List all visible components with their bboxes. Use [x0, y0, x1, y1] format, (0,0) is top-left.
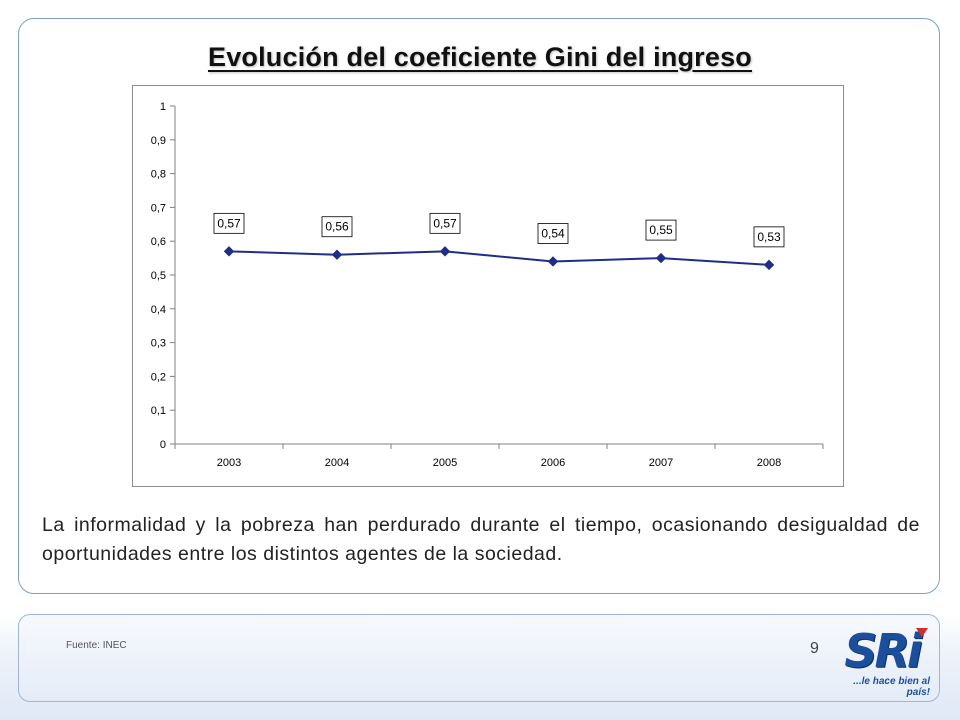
footer-frame — [18, 614, 940, 702]
data-label-box — [429, 212, 461, 234]
data-point — [655, 252, 667, 264]
y-tick-label: 0 — [160, 439, 166, 451]
x-tick-label: 2006 — [541, 457, 565, 469]
data-label: 0,56 — [325, 220, 349, 234]
body-paragraph: La informalidad y la pobreza han perdura… — [42, 514, 920, 565]
x-tick-label: 2004 — [325, 457, 349, 469]
data-label: 0,54 — [541, 226, 565, 240]
slide-title: Evolución del coeficiente Gini del ingre… — [207, 42, 752, 72]
y-tick-label: 0,3 — [151, 338, 166, 350]
data-label: 0,57 — [217, 216, 241, 230]
x-tick-label: 2008 — [757, 457, 781, 469]
y-tick-label: 0,9 — [151, 135, 166, 147]
sri-logo: SRi ...le hace bien al país! — [832, 624, 932, 698]
data-point — [331, 249, 343, 260]
data-label: 0,55 — [649, 223, 673, 237]
data-label: 0,53 — [757, 230, 781, 244]
logo-accent-icon — [916, 628, 928, 637]
data-label-box — [753, 226, 785, 248]
y-tick-label: 0,4 — [151, 304, 166, 316]
x-tick-label: 2005 — [433, 457, 457, 469]
series-line — [228, 250, 770, 266]
data-point — [223, 246, 235, 257]
y-tick-label: 0,1 — [151, 405, 166, 417]
data-label-box — [321, 216, 353, 238]
y-tick-label: 0,8 — [151, 169, 166, 181]
data-label-box — [645, 219, 677, 241]
logo-wordmark: SRi — [844, 624, 922, 678]
data-point — [763, 259, 775, 271]
page-number: 9 — [810, 640, 819, 657]
source-note: Fuente: INEC — [66, 640, 127, 651]
y-tick-label: 0,5 — [151, 270, 166, 282]
y-tick-label: 1 — [160, 101, 166, 113]
chart-area: 0 0,1 0,2 0,3 0,4 0,5 0,6 0,7 0,8 0,9 1 2003 2004 200… — [132, 85, 844, 487]
data-point — [547, 256, 559, 267]
gini-line-chart: 0 0,1 0,2 0,3 0,4 0,5 0,6 0,7 0,8 0,9 1 2003 2004 200… — [151, 101, 824, 469]
y-tick-label: 0,2 — [151, 371, 166, 383]
logo-tagline: ...le hace bien al país! — [853, 676, 930, 698]
data-label-box — [213, 212, 245, 234]
y-tick-label: 0,6 — [151, 236, 166, 248]
data-point — [439, 246, 451, 257]
x-tick-label: 2007 — [649, 457, 673, 469]
data-label: 0,57 — [433, 216, 457, 230]
x-tick-label: 2003 — [217, 457, 241, 469]
data-label-box — [537, 223, 569, 244]
y-tick-label: 0,7 — [151, 202, 166, 214]
